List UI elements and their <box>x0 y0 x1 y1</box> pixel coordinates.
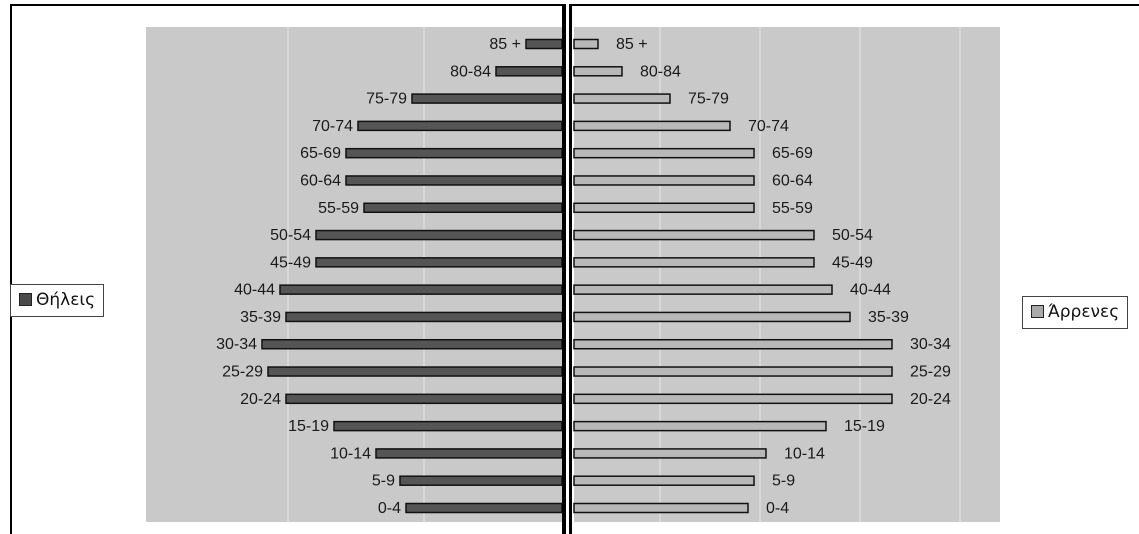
label-female-20-24: 20-24 <box>240 391 281 408</box>
bar-male-55-59 <box>573 202 755 214</box>
bar-male-85plus <box>573 38 599 50</box>
label-male-80-84: 80-84 <box>640 63 681 80</box>
bar-male-80-84 <box>573 66 623 77</box>
label-female-35-39: 35-39 <box>240 309 281 326</box>
bar-male-70-74 <box>573 120 731 132</box>
left-chart-panel <box>10 4 566 534</box>
label-female-50-54: 50-54 <box>270 227 311 244</box>
bar-female-70-74 <box>357 120 563 132</box>
label-female-5-9: 5-9 <box>372 473 395 490</box>
bar-male-50-54 <box>573 229 815 241</box>
bar-female-25-29 <box>267 366 563 377</box>
legend-female-label: Θήλεις <box>36 290 96 310</box>
legend-female: Θήλεις <box>10 284 105 317</box>
label-male-50-54: 50-54 <box>832 227 873 244</box>
bar-male-45-49 <box>573 257 815 268</box>
label-male-20-24: 20-24 <box>910 391 951 408</box>
bar-female-15-19 <box>333 420 563 432</box>
bar-male-30-34 <box>573 338 893 350</box>
label-male-5-9: 5-9 <box>772 473 795 490</box>
bar-female-35-39 <box>285 311 563 323</box>
label-female-45-49: 45-49 <box>270 254 311 271</box>
label-male-15-19: 15-19 <box>844 418 885 435</box>
bar-male-35-39 <box>573 311 851 323</box>
label-female-75-79: 75-79 <box>366 91 407 108</box>
bar-male-40-44 <box>573 284 833 295</box>
bar-male-5-9 <box>573 475 755 486</box>
bar-female-0-4 <box>405 502 563 514</box>
label-male-0-4: 0-4 <box>766 500 789 517</box>
label-male-75-79: 75-79 <box>688 91 729 108</box>
bar-female-45-49 <box>315 257 563 268</box>
label-female-40-44: 40-44 <box>234 282 275 299</box>
bar-female-80-84 <box>495 66 563 77</box>
bar-female-65-69 <box>345 147 563 159</box>
bar-male-65-69 <box>573 147 755 159</box>
label-female-80-84: 80-84 <box>450 63 491 80</box>
bar-female-75-79 <box>411 93 563 104</box>
label-male-60-64: 60-64 <box>772 172 813 189</box>
label-female-60-64: 60-64 <box>300 172 341 189</box>
bar-female-5-9 <box>399 475 563 486</box>
label-female-85plus: 85 + <box>489 36 521 53</box>
bar-male-20-24 <box>573 393 893 405</box>
bar-female-85plus <box>525 38 563 50</box>
bar-female-60-64 <box>345 175 563 186</box>
label-male-10-14: 10-14 <box>784 445 825 462</box>
bar-female-20-24 <box>285 393 563 405</box>
bar-male-75-79 <box>573 93 671 104</box>
label-male-65-69: 65-69 <box>772 145 813 162</box>
label-male-55-59: 55-59 <box>772 200 813 217</box>
label-male-70-74: 70-74 <box>748 118 789 135</box>
label-male-45-49: 45-49 <box>832 254 873 271</box>
bar-male-0-4 <box>573 502 749 514</box>
label-male-85plus: 85 + <box>616 36 648 53</box>
label-female-30-34: 30-34 <box>216 336 257 353</box>
label-female-65-69: 65-69 <box>300 145 341 162</box>
bar-female-10-14 <box>375 448 563 459</box>
label-female-15-19: 15-19 <box>288 418 329 435</box>
label-female-25-29: 25-29 <box>222 364 263 381</box>
label-male-25-29: 25-29 <box>910 364 951 381</box>
label-male-40-44: 40-44 <box>850 282 891 299</box>
left-plot-area <box>146 27 562 522</box>
bar-female-50-54 <box>315 229 563 241</box>
legend-male-label: Άρρενες <box>1048 302 1120 322</box>
label-female-0-4: 0-4 <box>378 500 401 517</box>
label-male-30-34: 30-34 <box>910 336 951 353</box>
label-female-70-74: 70-74 <box>312 118 353 135</box>
label-female-10-14: 10-14 <box>330 445 371 462</box>
bar-female-30-34 <box>261 338 563 350</box>
bar-male-10-14 <box>573 448 767 459</box>
right-plot-area <box>574 27 1000 522</box>
bar-male-15-19 <box>573 420 827 432</box>
bar-female-55-59 <box>363 202 563 214</box>
bar-female-40-44 <box>279 284 563 295</box>
bar-male-60-64 <box>573 175 755 186</box>
legend-female-swatch <box>19 293 32 306</box>
label-male-35-39: 35-39 <box>868 309 909 326</box>
bar-male-25-29 <box>573 366 893 377</box>
legend-male-swatch <box>1031 305 1044 318</box>
label-female-55-59: 55-59 <box>318 200 359 217</box>
legend-male: Άρρενες <box>1022 296 1129 329</box>
